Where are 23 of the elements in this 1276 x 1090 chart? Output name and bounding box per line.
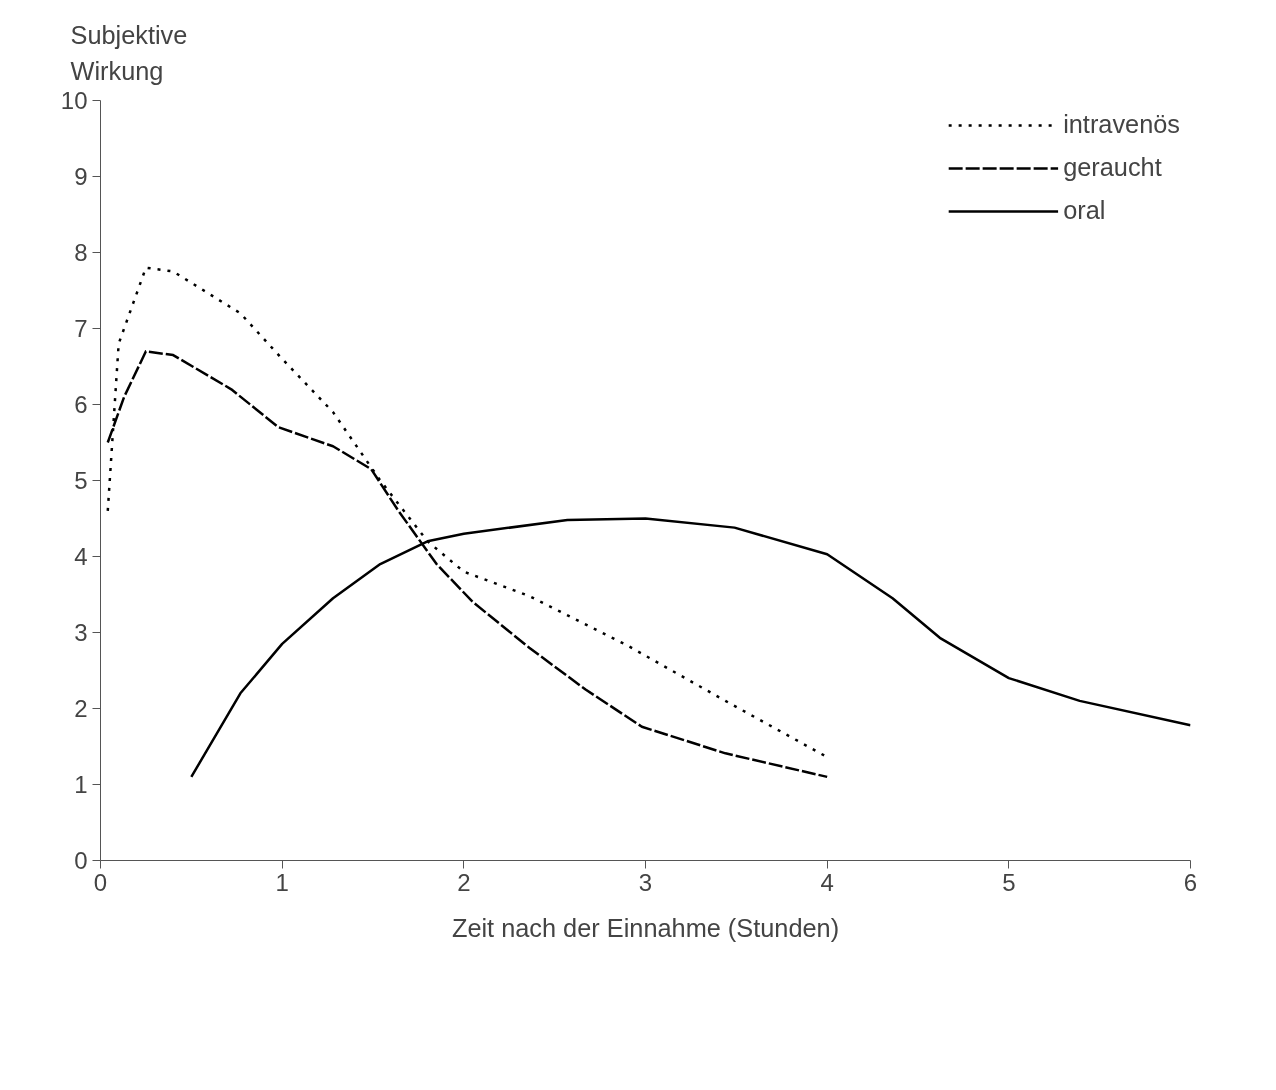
legend-label: oral xyxy=(1063,196,1106,225)
x-tick-label: 3 xyxy=(638,868,653,896)
x-tick-label: 6 xyxy=(1183,868,1198,896)
y-tick-label: 2 xyxy=(74,695,88,722)
legend-label: geraucht xyxy=(1063,153,1162,182)
legend-label: intravenös xyxy=(1063,110,1180,139)
y-tick-label: 10 xyxy=(60,87,88,114)
x-tick-label: 1 xyxy=(275,868,289,896)
x-tick-label: 2 xyxy=(457,868,471,896)
x-tick-label: 0 xyxy=(93,868,108,896)
y-tick-label: 4 xyxy=(74,543,88,570)
x-tick-label: 5 xyxy=(1002,868,1016,896)
y-axis-title: Subjektive Wirkung xyxy=(70,21,188,86)
y-tick-label: 0 xyxy=(74,847,88,874)
y-tick-label: 5 xyxy=(74,467,88,494)
y-tick-label: 9 xyxy=(74,163,88,190)
y-tick-label: 6 xyxy=(74,391,88,418)
x-tick-label: 4 xyxy=(820,868,834,896)
y-tick-label: 1 xyxy=(74,771,88,798)
y-tick-label: 3 xyxy=(74,619,88,646)
y-tick-label: 7 xyxy=(74,315,88,342)
y-tick-label: 8 xyxy=(74,239,88,266)
x-axis-title: Zeit nach der Einnahme (Stunden) xyxy=(451,913,840,942)
